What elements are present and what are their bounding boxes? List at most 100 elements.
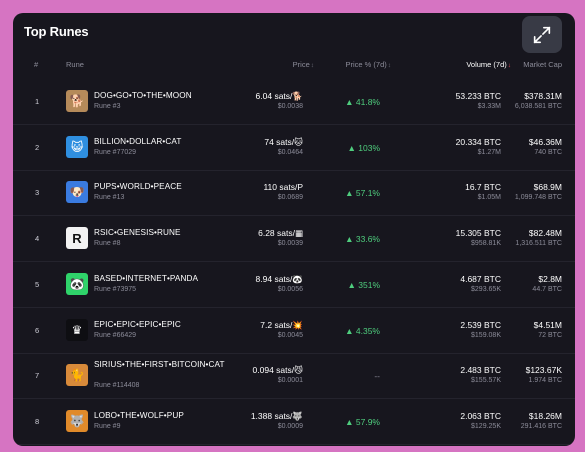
table-row[interactable]: 8 🐺 LOBO•THE•WOLF•PUP Rune #9 1.388 sats… bbox=[13, 398, 575, 445]
price-change: ▲ 351% bbox=[347, 279, 380, 290]
col-price[interactable]: Price↕ bbox=[293, 60, 314, 69]
cat-icon: 🐈 bbox=[66, 364, 88, 387]
price-change: -- bbox=[374, 371, 380, 382]
volume: 16.7 BTC bbox=[465, 182, 501, 193]
market-cap-btc: 740 BTC bbox=[534, 148, 562, 156]
expand-icon bbox=[533, 26, 551, 43]
pup-icon: 🐶 bbox=[66, 181, 88, 204]
rune-name[interactable]: LOBO•THE•WOLF•PUP bbox=[94, 410, 184, 420]
price-usd: $0.0689 bbox=[277, 194, 303, 202]
volume: 53.233 BTC bbox=[455, 91, 501, 101]
col-rune: Rune bbox=[66, 60, 84, 69]
col-price-label: Price bbox=[292, 60, 310, 69]
market-cap-btc: 1,316.511 BTC bbox=[515, 240, 562, 248]
market-cap: $82.48M bbox=[528, 228, 562, 239]
volume-usd: $159.08K bbox=[471, 331, 501, 339]
rsic-r-icon: R bbox=[66, 227, 88, 250]
volume-usd: $129.25K bbox=[471, 422, 501, 430]
volume-usd: $293.65K bbox=[471, 285, 501, 293]
price-usd: $0.0039 bbox=[277, 240, 303, 248]
table-row[interactable]: 1 🐕 DOG•GO•TO•THE•MOON Rune #3 6.04 sats… bbox=[13, 78, 575, 125]
rune-name[interactable]: BILLION•DOLLAR•CAT bbox=[94, 136, 182, 146]
price: 74 sats/🐱 bbox=[264, 136, 303, 147]
price: 6.04 sats/🐕 bbox=[255, 91, 303, 101]
market-cap: $46.36M bbox=[528, 136, 562, 147]
wolf-icon: 🐺 bbox=[66, 409, 88, 432]
price-usd: $0.0038 bbox=[277, 103, 303, 110]
rank: 2 bbox=[35, 142, 40, 152]
col-volume[interactable]: Volume (7d)↓ bbox=[466, 60, 511, 69]
market-cap: $378.31M bbox=[524, 91, 562, 101]
sort-desc-icon: ↓ bbox=[507, 62, 511, 69]
price-usd: $0.0009 bbox=[277, 422, 303, 430]
price: 8.94 sats/🐼 bbox=[255, 273, 303, 284]
volume: 20.334 BTC bbox=[455, 136, 501, 147]
volume: 4.687 BTC bbox=[460, 273, 501, 284]
rank: 5 bbox=[35, 279, 40, 289]
volume-usd: $1.27M bbox=[477, 148, 501, 156]
price-usd: $0.0001 bbox=[277, 377, 303, 385]
table-header: # Rune Price↕ Price % (7d)↕ Volume (7d)↓… bbox=[13, 56, 575, 74]
rune-number: Rune #77029 bbox=[94, 148, 137, 156]
col-rank: # bbox=[34, 60, 39, 69]
market-cap-btc: 1,099.748 BTC bbox=[514, 194, 562, 202]
rank: 3 bbox=[35, 188, 40, 198]
price-change: ▲ 57.1% bbox=[345, 188, 380, 199]
table-row[interactable]: 5 🐼 BASED•INTERNET•PANDA Rune #73975 8.9… bbox=[13, 261, 575, 308]
rune-number: Rune #66429 bbox=[94, 331, 137, 339]
sort-icon: ↕ bbox=[310, 62, 314, 69]
volume: 2.483 BTC bbox=[460, 365, 501, 376]
market-cap-btc: 291.416 BTC bbox=[520, 422, 562, 430]
cat-glasses-icon: 😺 bbox=[66, 135, 88, 158]
rune-name[interactable]: PUPS•WORLD•PEACE bbox=[94, 182, 182, 192]
sort-icon: ↕ bbox=[387, 62, 391, 69]
market-cap: $68.9M bbox=[533, 182, 562, 193]
rank: 7 bbox=[35, 371, 40, 381]
price-change: ▲ 33.6% bbox=[345, 234, 380, 245]
panda-icon: 🐼 bbox=[66, 272, 88, 295]
table-row[interactable]: 4 R RSIC•GENESIS•RUNE Rune #8 6.28 sats/… bbox=[13, 215, 575, 263]
panel-title: Top Runes bbox=[24, 24, 89, 39]
price-change: ▲ 4.35% bbox=[345, 325, 380, 336]
rune-name[interactable]: EPIC•EPIC•EPIC•EPIC bbox=[94, 319, 181, 329]
table-row[interactable]: 2 😺 BILLION•DOLLAR•CAT Rune #77029 74 sa… bbox=[13, 124, 575, 171]
market-cap-btc: 44.7 BTC bbox=[532, 285, 562, 293]
market-cap: $18.26M bbox=[528, 410, 562, 421]
rank: 8 bbox=[35, 416, 40, 426]
market-cap-btc: 6,038.581 BTC bbox=[514, 103, 562, 110]
rank: 1 bbox=[35, 97, 40, 106]
top-runes-panel: Top Runes # Rune Price↕ Price % (7d)↕ Vo… bbox=[13, 13, 575, 446]
rune-number: Rune #73975 bbox=[94, 285, 137, 293]
rune-number: Rune #114408 bbox=[94, 382, 140, 390]
expand-button[interactable] bbox=[522, 16, 562, 53]
volume: 15.305 BTC bbox=[455, 228, 501, 239]
rune-number: Rune #13 bbox=[94, 194, 125, 202]
market-cap: $2.8M bbox=[538, 273, 562, 284]
market-cap-btc: 1.974 BTC bbox=[528, 377, 562, 385]
market-cap: $123.67K bbox=[525, 365, 562, 376]
price-change: ▲ 103% bbox=[347, 142, 380, 153]
volume: 2.539 BTC bbox=[460, 319, 501, 330]
volume-usd: $1.05M bbox=[477, 194, 501, 202]
price: 110 sats/P bbox=[263, 182, 303, 193]
price-usd: $0.0045 bbox=[277, 331, 303, 339]
col-price-pct-label: Price % (7d) bbox=[345, 60, 387, 69]
volume-usd: $3.33M bbox=[477, 103, 501, 110]
price: 6.28 sats/▦ bbox=[258, 228, 303, 239]
col-market-cap[interactable]: Market Cap bbox=[523, 60, 562, 69]
rune-number: Rune #8 bbox=[94, 240, 121, 248]
market-cap: $4.51M bbox=[533, 319, 562, 330]
table-row[interactable]: 7 🐈 SIRIUS•THE•FIRST•BITCOIN•CAT Rune #1… bbox=[13, 352, 575, 400]
price-usd: $0.0464 bbox=[277, 148, 303, 156]
rank: 4 bbox=[35, 234, 40, 244]
rune-name[interactable]: SIRIUS•THE•FIRST•BITCOIN•CAT bbox=[94, 360, 225, 370]
rune-name[interactable]: BASED•INTERNET•PANDA bbox=[94, 273, 199, 283]
rune-name[interactable]: RSIC•GENESIS•RUNE bbox=[94, 228, 181, 238]
col-volume-label: Volume (7d) bbox=[466, 60, 507, 69]
col-price-pct[interactable]: Price % (7d)↕ bbox=[345, 60, 391, 69]
rune-name[interactable]: DOG•GO•TO•THE•MOON bbox=[94, 91, 192, 100]
table-row[interactable]: 6 ♛ EPIC•EPIC•EPIC•EPIC Rune #66429 7.2 … bbox=[13, 307, 575, 354]
dog-icon: 🐕 bbox=[66, 90, 88, 112]
crown-icon: ♛ bbox=[66, 318, 88, 341]
table-row[interactable]: 3 🐶 PUPS•WORLD•PEACE Rune #13 110 sats/P… bbox=[13, 169, 575, 217]
